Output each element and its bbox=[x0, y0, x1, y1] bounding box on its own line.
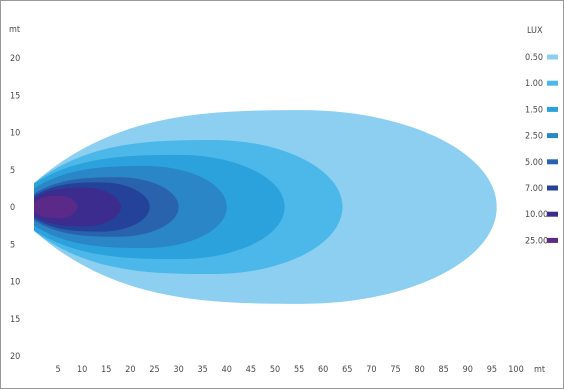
legend-label: 1.00 bbox=[525, 79, 543, 89]
y-tick-label: 20 bbox=[10, 54, 20, 64]
y-axis-unit: mt bbox=[9, 25, 20, 35]
legend-swatch bbox=[547, 237, 558, 243]
legend-label: 2.50 bbox=[525, 132, 543, 142]
y-tick-label: 5 bbox=[10, 166, 15, 176]
legend-swatch bbox=[547, 106, 558, 112]
legend-swatch bbox=[547, 80, 558, 86]
y-tick-label: 15 bbox=[10, 91, 20, 101]
x-tick-label: 45 bbox=[246, 365, 256, 375]
y-tick-label: 10 bbox=[10, 278, 20, 288]
x-tick-label: 25 bbox=[149, 365, 159, 375]
y-tick-label: 5 bbox=[10, 240, 15, 250]
x-tick-label: 85 bbox=[439, 365, 449, 375]
contour-25.00 bbox=[34, 195, 78, 219]
y-tick-label: 15 bbox=[10, 315, 20, 325]
legend-label: 5.00 bbox=[525, 158, 543, 168]
x-tick-label: 20 bbox=[125, 365, 135, 375]
x-tick-label: 50 bbox=[270, 365, 280, 375]
x-tick-label: 10 bbox=[77, 365, 87, 375]
y-tick-label: 10 bbox=[10, 129, 20, 139]
contour-layer bbox=[34, 110, 497, 304]
x-tick-label: 95 bbox=[487, 365, 497, 375]
legend-swatch bbox=[547, 211, 558, 217]
x-tick-label: 55 bbox=[294, 365, 304, 375]
x-tick-label: 40 bbox=[222, 365, 232, 375]
legend-label: 25.00 bbox=[525, 236, 548, 246]
legend-swatch bbox=[547, 54, 558, 60]
x-tick-label: 5 bbox=[56, 365, 61, 375]
legend-label: 10.00 bbox=[525, 210, 548, 220]
legend: LUX 0.50 1.00 1.50 2.50 5.00 7.00 10.00 25.00 bbox=[525, 26, 558, 246]
legend-swatch bbox=[547, 133, 558, 139]
x-tick-label: 30 bbox=[173, 365, 183, 375]
legend-title: LUX bbox=[527, 26, 543, 36]
x-tick-label: 80 bbox=[414, 365, 424, 375]
legend-swatch bbox=[547, 159, 558, 165]
y-tick-label: 20 bbox=[10, 352, 20, 362]
legend-label: 0.50 bbox=[525, 53, 543, 63]
x-axis-unit: mt bbox=[534, 365, 545, 375]
x-tick-label: 75 bbox=[390, 365, 400, 375]
x-axis: mt 5 10 15 20 25 30 35 40 45 50 55 60 65 70 75 80 85 90 95… bbox=[56, 365, 546, 375]
y-axis: mt 20 15 10 5 0 5 10 15 20 bbox=[9, 25, 20, 362]
legend-label: 7.00 bbox=[525, 184, 543, 194]
x-tick-label: 60 bbox=[318, 365, 328, 375]
x-tick-label: 90 bbox=[463, 365, 473, 375]
y-tick-label: 0 bbox=[10, 203, 15, 213]
x-tick-label: 35 bbox=[198, 365, 208, 375]
legend-label: 1.50 bbox=[525, 105, 543, 115]
legend-swatch bbox=[547, 185, 558, 191]
x-tick-label: 15 bbox=[101, 365, 111, 375]
x-tick-label: 100 bbox=[508, 365, 523, 375]
x-tick-label: 70 bbox=[366, 365, 376, 375]
x-tick-label: 65 bbox=[342, 365, 352, 375]
